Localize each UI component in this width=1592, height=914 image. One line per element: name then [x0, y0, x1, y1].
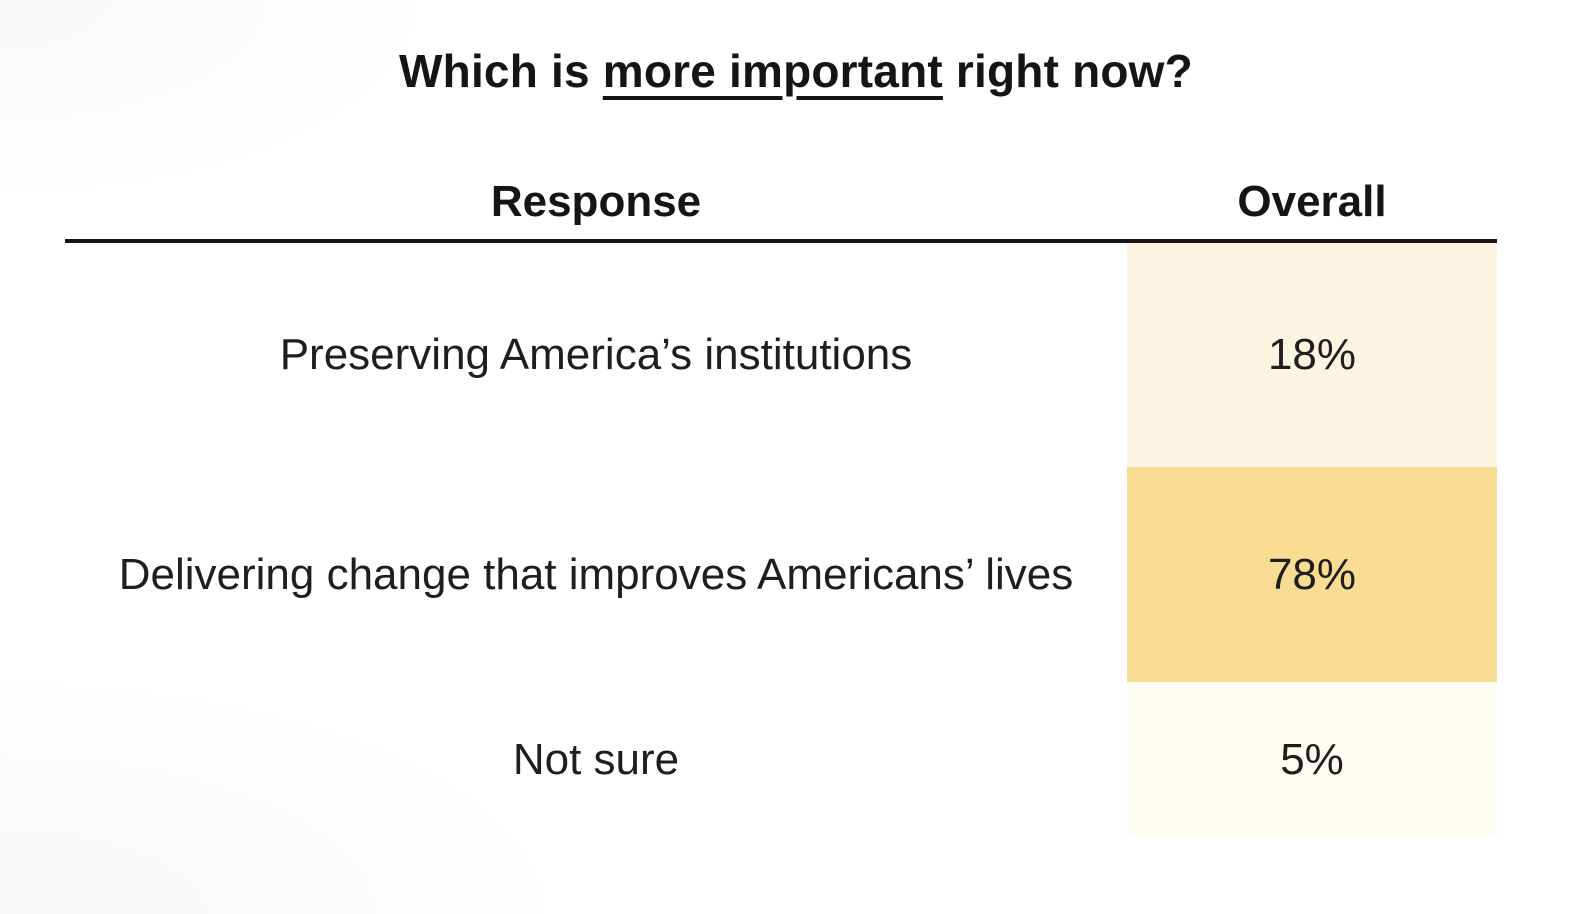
row-label: Not sure	[512, 734, 680, 784]
table-row: Delivering change that improves American…	[65, 467, 1497, 682]
table-row: Not sure 5%	[65, 682, 1497, 837]
row-label: Delivering change that improves American…	[118, 549, 1074, 599]
column-header-overall: Overall	[1237, 177, 1387, 226]
title-emphasis: more important	[602, 45, 943, 97]
title-prefix: Which is	[399, 45, 603, 97]
row-label: Preserving America’s institutions	[279, 330, 913, 379]
table-row: Preserving America’s institutions 18%	[65, 243, 1497, 467]
results-table: Response Overall Preserving America’s in…	[65, 150, 1497, 837]
row-value-cell: 78%	[1127, 467, 1497, 682]
page-title: Which is more important right now?	[0, 44, 1592, 98]
column-header-response: Response	[490, 177, 702, 226]
row-value-cell: 5%	[1127, 682, 1497, 837]
table-header-row: Response Overall	[65, 150, 1497, 243]
title-suffix: right now?	[942, 45, 1193, 97]
row-value-cell: 18%	[1127, 243, 1497, 467]
